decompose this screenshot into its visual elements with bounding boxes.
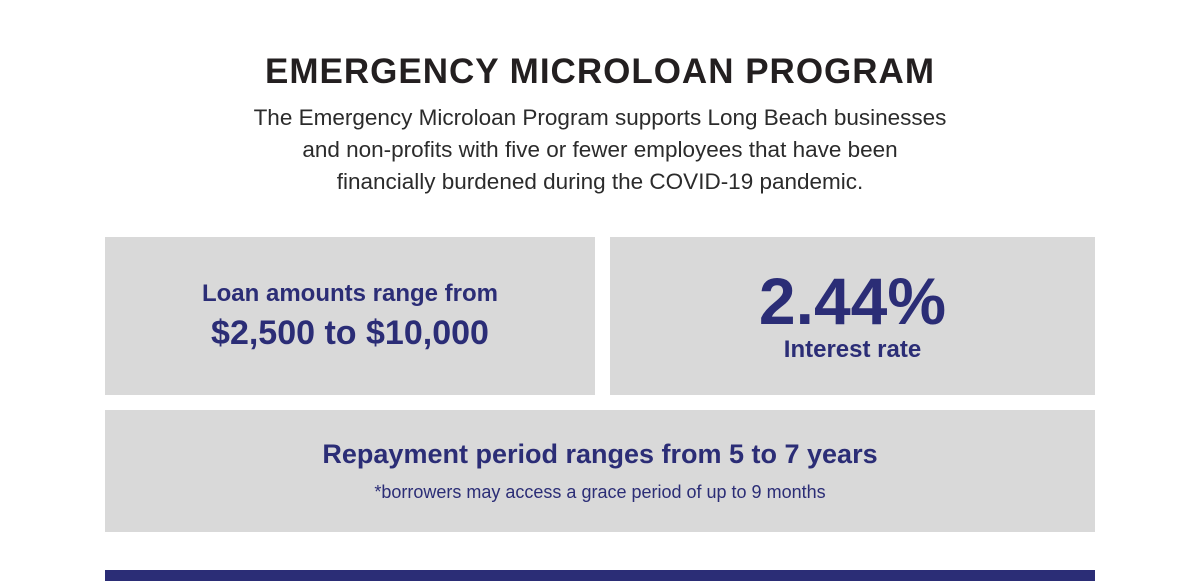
page-title: EMERGENCY MICROLOAN PROGRAM <box>265 52 935 91</box>
interest-rate-label: Interest rate <box>783 336 922 363</box>
loan-amount-lead-text: Loan amounts range from <box>201 279 499 307</box>
flyer-header: EMERGENCY MICROLOAN PROGRAM The Emergenc… <box>0 52 1200 199</box>
cards-row: Loan amounts range from $2,500 to $10,00… <box>105 237 1095 395</box>
page-subtitle: The Emergency Microloan Program supports… <box>0 102 1200 199</box>
interest-rate-card: 2.44% Interest rate <box>610 237 1095 395</box>
subtitle-line-3: financially burdened during the COVID-19… <box>336 169 864 195</box>
subtitle-line-2: and non-profits with five or fewer emplo… <box>302 137 898 163</box>
repayment-period-heading: Repayment period ranges from 5 to 7 year… <box>322 439 878 469</box>
cards-section: Loan amounts range from $2,500 to $10,00… <box>105 237 1095 532</box>
repayment-period-card: Repayment period ranges from 5 to 7 year… <box>105 410 1095 532</box>
loan-amount-range: $2,500 to $10,000 <box>211 313 489 352</box>
bottom-navy-bar <box>105 570 1095 581</box>
subtitle-line-1: The Emergency Microloan Program supports… <box>253 105 947 130</box>
loan-amount-card: Loan amounts range from $2,500 to $10,00… <box>105 237 595 395</box>
grace-period-note: *borrowers may access a grace period of … <box>374 482 826 502</box>
interest-rate-value: 2.44% <box>758 264 947 338</box>
